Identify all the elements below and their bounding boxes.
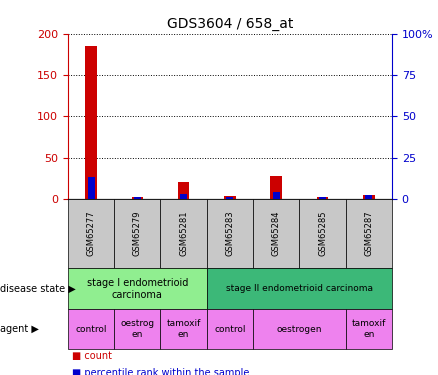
Bar — [178, 182, 189, 199]
Text: agent ▶: agent ▶ — [0, 324, 39, 334]
Text: stage I endometrioid
carcinoma: stage I endometrioid carcinoma — [87, 278, 188, 300]
Text: ■ count: ■ count — [72, 351, 112, 361]
Title: GDS3604 / 658_at: GDS3604 / 658_at — [167, 17, 293, 32]
Text: GSM65285: GSM65285 — [318, 211, 327, 256]
Text: oestrogen: oestrogen — [277, 324, 322, 334]
Bar — [134, 197, 141, 199]
Text: ■ percentile rank within the sample: ■ percentile rank within the sample — [72, 368, 250, 375]
Text: control: control — [75, 324, 107, 334]
Text: GSM65277: GSM65277 — [87, 211, 95, 256]
Text: tamoxif
en: tamoxif en — [166, 320, 201, 339]
Bar — [270, 177, 282, 199]
Bar — [319, 197, 326, 199]
Bar — [226, 197, 233, 199]
Bar — [88, 177, 95, 199]
Bar — [85, 46, 97, 199]
Text: GSM65283: GSM65283 — [226, 211, 234, 256]
Bar — [317, 197, 328, 199]
Bar — [131, 197, 143, 199]
Text: GSM65279: GSM65279 — [133, 211, 142, 256]
Text: GSM65281: GSM65281 — [179, 211, 188, 256]
Text: oestrog
en: oestrog en — [120, 320, 155, 339]
Text: GSM65284: GSM65284 — [272, 211, 281, 256]
Bar — [365, 195, 372, 199]
Text: control: control — [214, 324, 246, 334]
Bar — [273, 192, 280, 199]
Bar — [224, 196, 236, 199]
Bar — [363, 195, 374, 199]
Text: stage II endometrioid carcinoma: stage II endometrioid carcinoma — [226, 284, 373, 293]
Text: tamoxif
en: tamoxif en — [352, 320, 386, 339]
Text: disease state ▶: disease state ▶ — [0, 284, 76, 294]
Text: GSM65287: GSM65287 — [364, 211, 373, 256]
Bar — [180, 194, 187, 199]
